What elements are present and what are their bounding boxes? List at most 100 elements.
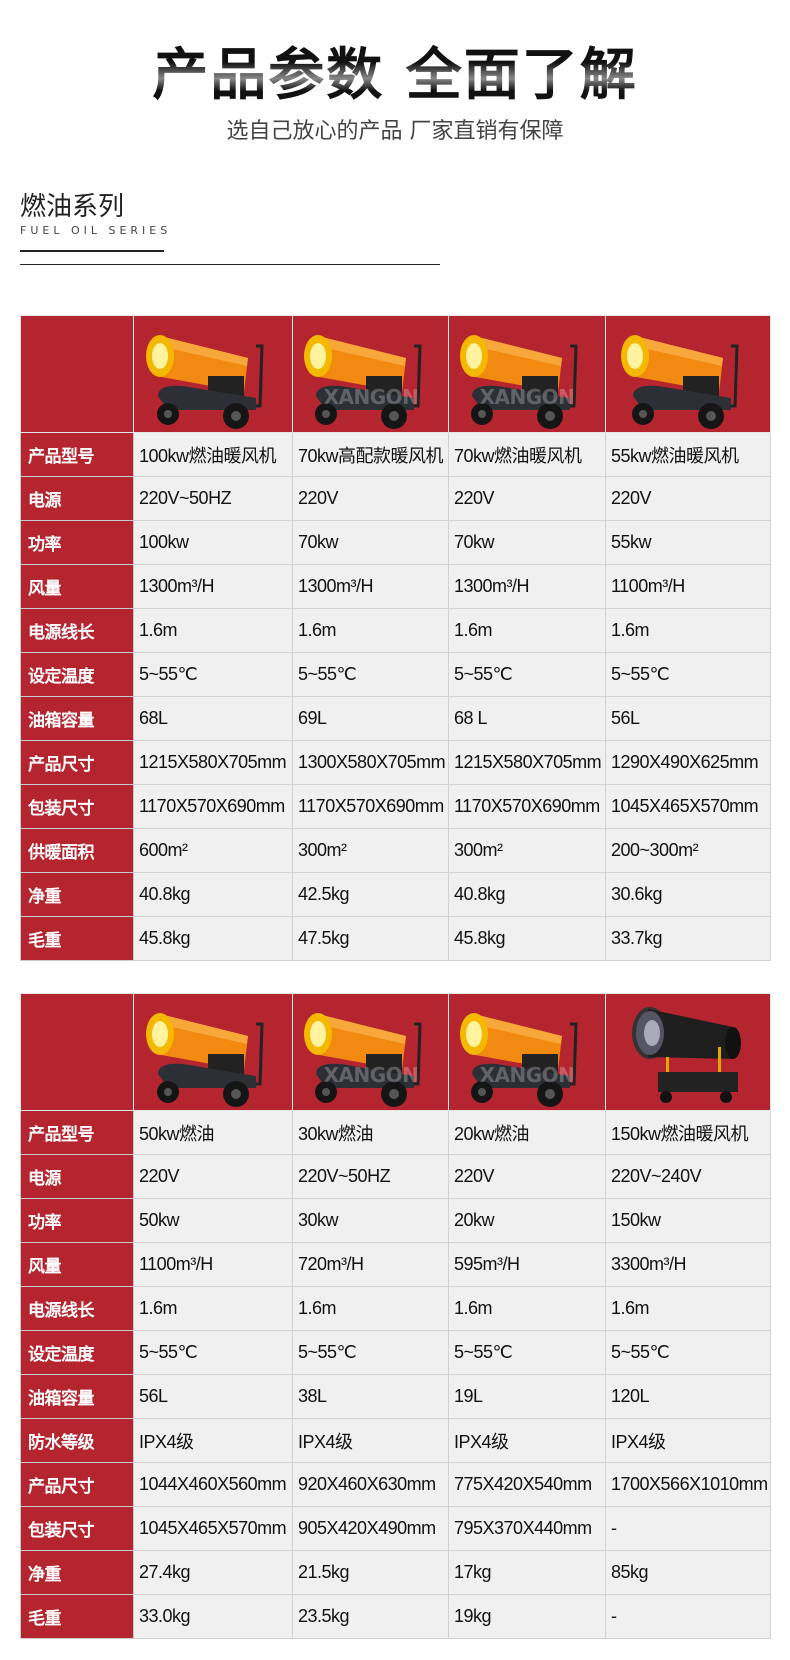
spec-value: 85kg [605, 1550, 771, 1595]
row-label: 油箱容量 [20, 696, 134, 741]
orange-heater-image: XANGON [460, 335, 578, 429]
orange-heater-image: XANGON [303, 335, 422, 429]
row-label: 风量 [20, 1242, 134, 1287]
spec-value: 220V [605, 476, 771, 521]
spec-value: 1215X580X705mm [133, 740, 293, 785]
spec-table-2: XANGON XANGON 产品型号 50kw燃油 30kw燃油 20kw燃油 150k… [20, 993, 771, 1639]
row-label: 电源线长 [20, 1286, 134, 1331]
row-label: 产品尺寸 [20, 1462, 134, 1507]
spec-value: 1170X570X690mm [292, 784, 449, 829]
orange-heater-image [146, 335, 264, 429]
spec-value: 5~55℃ [133, 1330, 293, 1375]
spec-value: IPX4级 [448, 1418, 606, 1463]
spec-value: 23.5kg [292, 1594, 449, 1639]
table-row: 供暖面积 600m² 300m² 300m² 200~300m² [20, 828, 771, 873]
spec-value: 720m³/H [292, 1242, 449, 1287]
table-row: 产品尺寸 1044X460X560mm 920X460X630mm 775X420X5… [20, 1462, 771, 1507]
spec-value: 300m² [448, 828, 606, 873]
table-row: 毛重 45.8kg 47.5kg 45.8kg 33.7kg [20, 916, 771, 961]
watermark: XANGON [480, 385, 575, 409]
divider-short [20, 250, 164, 252]
table-row: 电源线长 1.6m 1.6m 1.6m 1.6m [20, 1286, 771, 1331]
spec-value: 50kw [133, 1198, 293, 1243]
spec-value: 56L [133, 1374, 293, 1419]
spec-value: 300m² [292, 828, 449, 873]
table-row: 风量 1300m³/H 1300m³/H 1300m³/H 1100m³/H [20, 564, 771, 609]
orange-heater-image [146, 1013, 264, 1107]
spec-value: 1.6m [292, 608, 449, 653]
table-row: 毛重 33.0kg 23.5kg 19kg - [20, 1594, 771, 1639]
row-label: 风量 [20, 564, 134, 609]
spec-value: 69L [292, 696, 449, 741]
row-label: 防水等级 [20, 1418, 134, 1463]
spec-value: 5~55℃ [605, 1330, 771, 1375]
spec-value: IPX4级 [133, 1418, 293, 1463]
row-label: 包装尺寸 [20, 784, 134, 829]
spec-value: 50kw燃油 [133, 1110, 293, 1155]
spec-value: 1100m³/H [133, 1242, 293, 1287]
spec-value: 1300m³/H [292, 564, 449, 609]
row-label: 净重 [20, 872, 134, 917]
table-row: 功率 50kw 30kw 20kw 150kw [20, 1198, 771, 1243]
row-label: 设定温度 [20, 652, 134, 697]
spec-value: 200~300m² [605, 828, 771, 873]
row-label: 供暖面积 [20, 828, 134, 873]
watermark: XANGON [480, 1063, 575, 1087]
spec-value: 120L [605, 1374, 771, 1419]
spec-value: 5~55℃ [605, 652, 771, 697]
orange-heater-image: XANGON [460, 1013, 578, 1107]
spec-value: 150kw [605, 1198, 771, 1243]
spec-value: 1700X566X1010mm [605, 1462, 771, 1507]
spec-value: 775X420X540mm [448, 1462, 606, 1507]
row-label: 毛重 [20, 1594, 134, 1639]
spec-value: 68L [133, 696, 293, 741]
watermark: XANGON [323, 1063, 418, 1087]
table-row: 包装尺寸 1045X465X570mm 905X420X490mm 795X370X4… [20, 1506, 771, 1551]
row-label: 产品尺寸 [20, 740, 134, 785]
row-label: 功率 [20, 1198, 134, 1243]
row-label: 电源 [20, 1154, 134, 1199]
spec-value: 1170X570X690mm [448, 784, 606, 829]
spec-value: 21.5kg [292, 1550, 449, 1595]
product-image-cell: XANGON [448, 993, 606, 1111]
table-row: 电源 220V~50HZ 220V 220V 220V [20, 476, 771, 521]
table-row: 电源 220V 220V~50HZ 220V 220V~240V [20, 1154, 771, 1199]
spec-value: 1170X570X690mm [133, 784, 293, 829]
product-image-cell: XANGON [292, 315, 449, 433]
product-image-cell: XANGON [448, 315, 606, 433]
spec-value: 1045X465X570mm [605, 784, 771, 829]
product-image-cell [133, 993, 293, 1111]
row-label: 包装尺寸 [20, 1506, 134, 1551]
spec-value: 220V [448, 476, 606, 521]
spec-value: 27.4kg [133, 1550, 293, 1595]
spec-value: 1.6m [605, 1286, 771, 1331]
spec-value: 5~55℃ [133, 652, 293, 697]
table-row: 功率 100kw 70kw 70kw 55kw [20, 520, 771, 565]
corner-cell [20, 315, 134, 433]
table-row: 油箱容量 56L 38L 19L 120L [20, 1374, 771, 1419]
spec-value: 30kw燃油 [292, 1110, 449, 1155]
row-label: 毛重 [20, 916, 134, 961]
product-image-row: XANGON XANGON [20, 993, 771, 1111]
section-title: 燃油系列 [20, 192, 125, 222]
spec-value: 600m² [133, 828, 293, 873]
row-label: 产品型号 [20, 1110, 134, 1155]
spec-value: 1100m³/H [605, 564, 771, 609]
table-row: 风量 1100m³/H 720m³/H 595m³/H 3300m³/H [20, 1242, 771, 1287]
spec-value: 100kw [133, 520, 293, 565]
orange-heater-image [621, 335, 739, 429]
product-image-cell [133, 315, 293, 433]
spec-value: 17kg [448, 1550, 606, 1595]
table-row: 设定温度 5~55℃ 5~55℃ 5~55℃ 5~55℃ [20, 1330, 771, 1375]
page-subtitle: 选自己放心的产品 厂家直销有保障 [226, 119, 564, 144]
row-label: 产品型号 [20, 432, 134, 477]
row-label: 功率 [20, 520, 134, 565]
product-image-cell [605, 993, 771, 1111]
table-row: 净重 27.4kg 21.5kg 17kg 85kg [20, 1550, 771, 1595]
spec-value: 19kg [448, 1594, 606, 1639]
spec-value: 1.6m [133, 608, 293, 653]
spec-value: 55kw燃油暖风机 [605, 432, 771, 477]
spec-value: 19L [448, 1374, 606, 1419]
product-image-cell: XANGON [292, 993, 449, 1111]
product-image-row: XANGON XANGON [20, 315, 771, 433]
